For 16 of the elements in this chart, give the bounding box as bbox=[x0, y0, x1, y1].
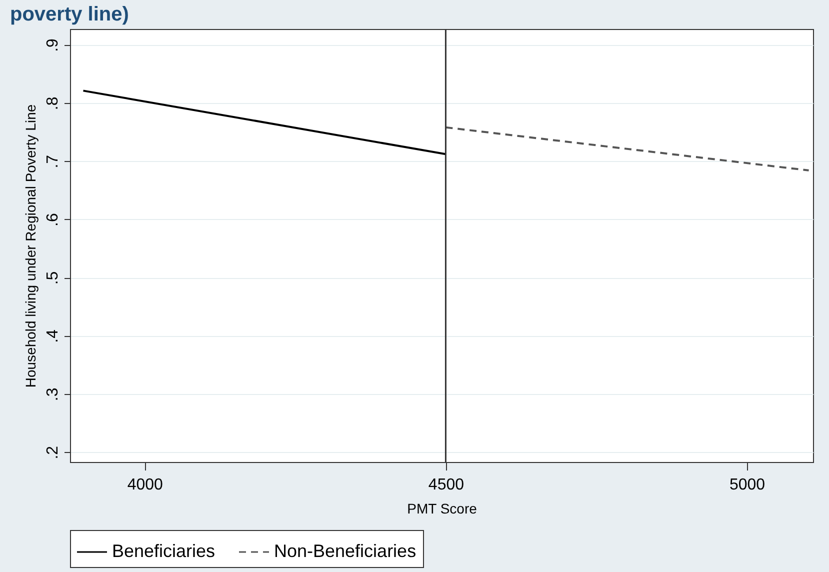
x-tick-label: 5000 bbox=[729, 476, 766, 494]
y-tick-label: .7 bbox=[44, 154, 62, 168]
y-axis-title: Household living under Regional Poverty Line bbox=[22, 104, 38, 388]
y-tick-label: .8 bbox=[44, 96, 62, 110]
y-tick-label: .3 bbox=[44, 388, 62, 402]
legend-label: Non-Beneficiaries bbox=[274, 541, 416, 561]
x-tick-label: 4500 bbox=[428, 476, 464, 494]
x-axis-title: PMT Score bbox=[407, 500, 478, 516]
y-tick-label: .9 bbox=[44, 38, 62, 52]
chart-title: poverty line) bbox=[10, 3, 129, 26]
y-tick-label: .2 bbox=[44, 446, 62, 460]
x-tick-label: 4000 bbox=[127, 476, 164, 494]
y-tick-label: .4 bbox=[44, 329, 62, 343]
legend-label: Beneficiaries bbox=[112, 541, 216, 561]
y-tick-label: .6 bbox=[44, 213, 62, 226]
y-tick-label: .5 bbox=[44, 271, 62, 285]
